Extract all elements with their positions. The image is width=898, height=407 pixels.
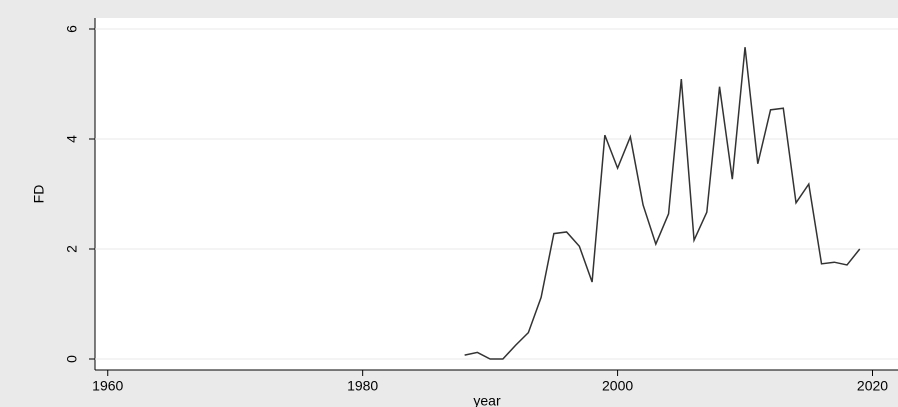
x-tick-label: 2020 — [857, 378, 888, 394]
data-line — [464, 47, 861, 360]
y-tick-label: 0 — [64, 355, 80, 363]
x-tick-label: 2000 — [602, 378, 633, 394]
x-tick-label: 1960 — [92, 378, 123, 394]
y-axis-label: FD — [31, 185, 47, 204]
plot-area — [95, 18, 898, 370]
x-tick-label: 1980 — [347, 378, 378, 394]
y-tick-label: 6 — [64, 25, 80, 33]
y-tick-label: 2 — [64, 245, 80, 253]
y-tick-label: 4 — [64, 135, 80, 143]
x-axis-label: year — [473, 393, 501, 407]
